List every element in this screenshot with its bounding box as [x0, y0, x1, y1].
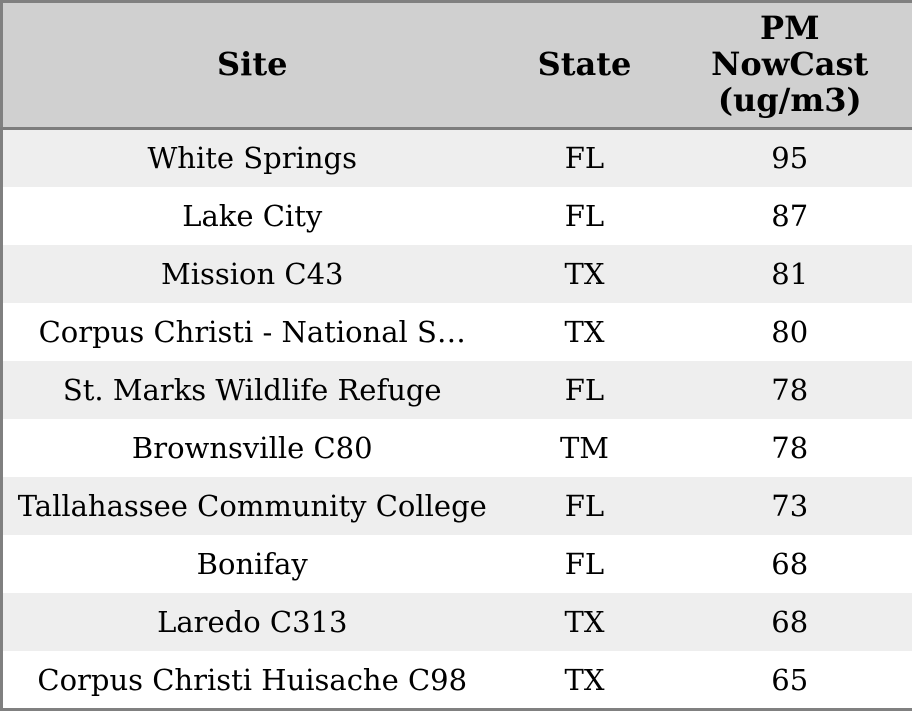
cell-state: TX	[564, 662, 605, 697]
cell-site: Corpus Christi - National S…	[38, 314, 466, 349]
cell-state: FL	[564, 198, 605, 233]
cell-site: Lake City	[182, 198, 323, 233]
table-row: Brownsville C80 TM 78	[1, 418, 912, 478]
cell-state: TX	[564, 605, 605, 640]
table-row: Laredo C313 TX 68	[1, 593, 912, 652]
header-state[interactable]: State	[501, 1, 668, 130]
table-header: Site State PM NowCast (ug/m3)	[1, 1, 912, 130]
cell-state: FL	[564, 372, 605, 407]
cell-site: Brownsville C80	[131, 431, 373, 466]
table-row: Corpus Christi Huisache C98 TX 65	[1, 651, 912, 710]
cell-site: St. Marks Wildlife Refuge	[62, 372, 442, 407]
cell-site: Bonifay	[196, 547, 308, 582]
table-row: Bonifay FL 68	[1, 535, 912, 594]
cell-pm: 95	[771, 141, 809, 176]
cell-state: TX	[564, 314, 605, 349]
table-row: Mission C43 TX 81	[1, 244, 912, 303]
table-row: Tallahassee Community College FL 73	[1, 477, 912, 536]
cell-pm: 78	[771, 372, 809, 407]
header-pm-nowcast[interactable]: PM NowCast (ug/m3)	[667, 1, 912, 130]
header-row: Site State PM NowCast (ug/m3)	[1, 1, 912, 130]
cell-site: Laredo C313	[157, 605, 348, 640]
cell-pm: 68	[771, 605, 809, 640]
header-site[interactable]: Site	[1, 1, 502, 130]
cell-state: FL	[564, 547, 605, 582]
cell-pm: 73	[771, 489, 809, 524]
cell-state: TM	[559, 431, 610, 466]
cell-site: Corpus Christi Huisache C98	[37, 662, 468, 697]
cell-pm: 87	[771, 198, 809, 233]
cell-state: TX	[564, 256, 605, 291]
cell-state: FL	[564, 489, 605, 524]
table-row: White Springs FL 95	[1, 128, 912, 187]
table-row: Corpus Christi - National S… TX 80	[1, 302, 912, 361]
cell-pm: 78	[771, 431, 809, 466]
cell-pm: 80	[771, 314, 809, 349]
table-row: St. Marks Wildlife Refuge FL 78	[1, 360, 912, 419]
cell-pm: 65	[771, 662, 809, 697]
cell-pm: 68	[771, 547, 809, 582]
table-body: White Springs FL 95 Lake City FL 87 Mission C4…	[1, 128, 912, 710]
cell-site: White Springs	[147, 141, 358, 176]
cell-pm: 81	[771, 256, 809, 291]
cell-site: Tallahassee Community College	[17, 489, 487, 524]
cell-state: FL	[564, 141, 605, 176]
cell-site: Mission C43	[161, 256, 344, 291]
table-row: Lake City FL 87	[1, 186, 912, 245]
